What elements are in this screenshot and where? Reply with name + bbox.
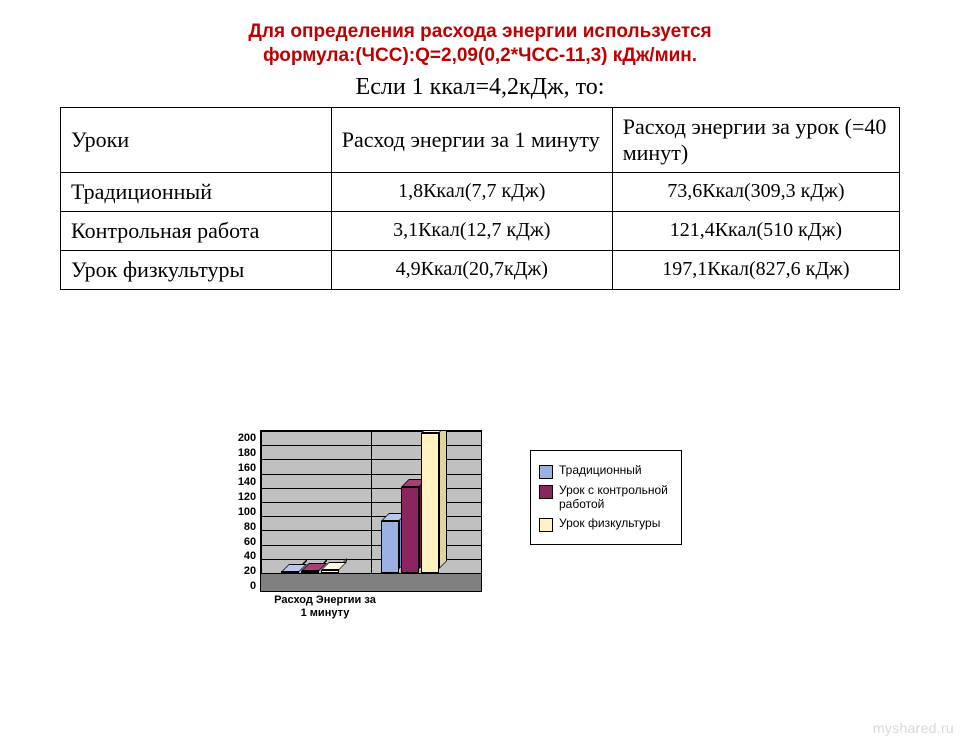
gridline bbox=[371, 431, 372, 573]
x-label-1: Расход Энергии за 1 минуту bbox=[270, 594, 380, 619]
legend-item: Традиционный bbox=[539, 463, 669, 479]
legend-swatch bbox=[539, 518, 553, 532]
table-header-row: Уроки Расход энергии за 1 минуту Расход … bbox=[61, 107, 900, 172]
legend-item: Урок физкультуры bbox=[539, 516, 669, 532]
row-label: Урок физкультуры bbox=[61, 250, 332, 289]
table-row: Традиционный 1,8Ккал(7,7 кДж) 73,6Ккал(3… bbox=[61, 172, 900, 211]
gridline bbox=[261, 431, 262, 573]
cell-value: 121,4Ккал(510 кДж) bbox=[612, 211, 899, 250]
row-label: Контрольная работа bbox=[61, 211, 332, 250]
legend-text: Урок физкультуры bbox=[559, 516, 660, 530]
col-header-per-lesson: Расход энергии за урок (=40 минут) bbox=[612, 107, 899, 172]
row-label: Традиционный bbox=[61, 172, 332, 211]
legend-swatch bbox=[539, 485, 553, 499]
col-header-per-minute: Расход энергии за 1 минуту bbox=[331, 107, 612, 172]
header-block: Для определения расхода энергии использу… bbox=[60, 20, 900, 101]
table-row: Урок физкультуры 4,9Ккал(20,7кДж) 197,1К… bbox=[61, 250, 900, 289]
title-line-1: Для определения расхода энергии использу… bbox=[60, 20, 900, 44]
chart-y-axis: 200180160140120100806040200 bbox=[238, 432, 256, 592]
cell-value: 197,1Ккал(827,6 кДж) bbox=[612, 250, 899, 289]
cell-value: 1,8Ккал(7,7 кДж) bbox=[331, 172, 612, 211]
subtitle: Если 1 ккал=4,2кДж, то: bbox=[60, 74, 900, 101]
cell-value: 73,6Ккал(309,3 кДж) bbox=[612, 172, 899, 211]
legend-text: Урок с контрольной работой bbox=[559, 483, 669, 512]
y-tick: 160 bbox=[238, 462, 256, 474]
chart-floor bbox=[261, 573, 481, 591]
y-tick: 120 bbox=[238, 491, 256, 503]
x-label-2 bbox=[380, 594, 490, 619]
y-tick: 40 bbox=[238, 550, 256, 562]
legend-item: Урок с контрольной работой bbox=[539, 483, 669, 512]
table-row: Контрольная работа 3,1Ккал(12,7 кДж) 121… bbox=[61, 211, 900, 250]
col-header-lessons: Уроки bbox=[61, 107, 332, 172]
legend-swatch bbox=[539, 465, 553, 479]
gridline bbox=[261, 573, 481, 574]
chart-area: 200180160140120100806040200 Расход Энерг… bbox=[230, 430, 682, 619]
y-tick: 140 bbox=[238, 476, 256, 488]
watermark: myshared.ru bbox=[873, 720, 954, 736]
y-tick: 20 bbox=[238, 565, 256, 577]
chart-bar bbox=[321, 562, 347, 573]
title-line-2: формула:(ЧСС):Q=2,09(0,2*ЧСС-11,3) кДж/м… bbox=[60, 44, 900, 68]
chart-box: 200180160140120100806040200 Расход Энерг… bbox=[230, 430, 490, 619]
chart-bar bbox=[421, 430, 447, 573]
chart-x-labels: Расход Энергии за 1 минуту bbox=[230, 594, 490, 619]
y-tick: 0 bbox=[238, 580, 256, 592]
y-tick: 100 bbox=[238, 506, 256, 518]
y-tick: 60 bbox=[238, 536, 256, 548]
legend-text: Традиционный bbox=[559, 463, 642, 477]
y-tick: 180 bbox=[238, 447, 256, 459]
gridline bbox=[481, 431, 482, 573]
y-tick: 200 bbox=[238, 432, 256, 444]
cell-value: 4,9Ккал(20,7кДж) bbox=[331, 250, 612, 289]
chart-legend: Традиционный Урок с контрольной работой … bbox=[530, 450, 682, 545]
chart-plot bbox=[260, 430, 482, 592]
y-tick: 80 bbox=[238, 521, 256, 533]
cell-value: 3,1Ккал(12,7 кДж) bbox=[331, 211, 612, 250]
energy-table: Уроки Расход энергии за 1 минуту Расход … bbox=[60, 107, 900, 290]
